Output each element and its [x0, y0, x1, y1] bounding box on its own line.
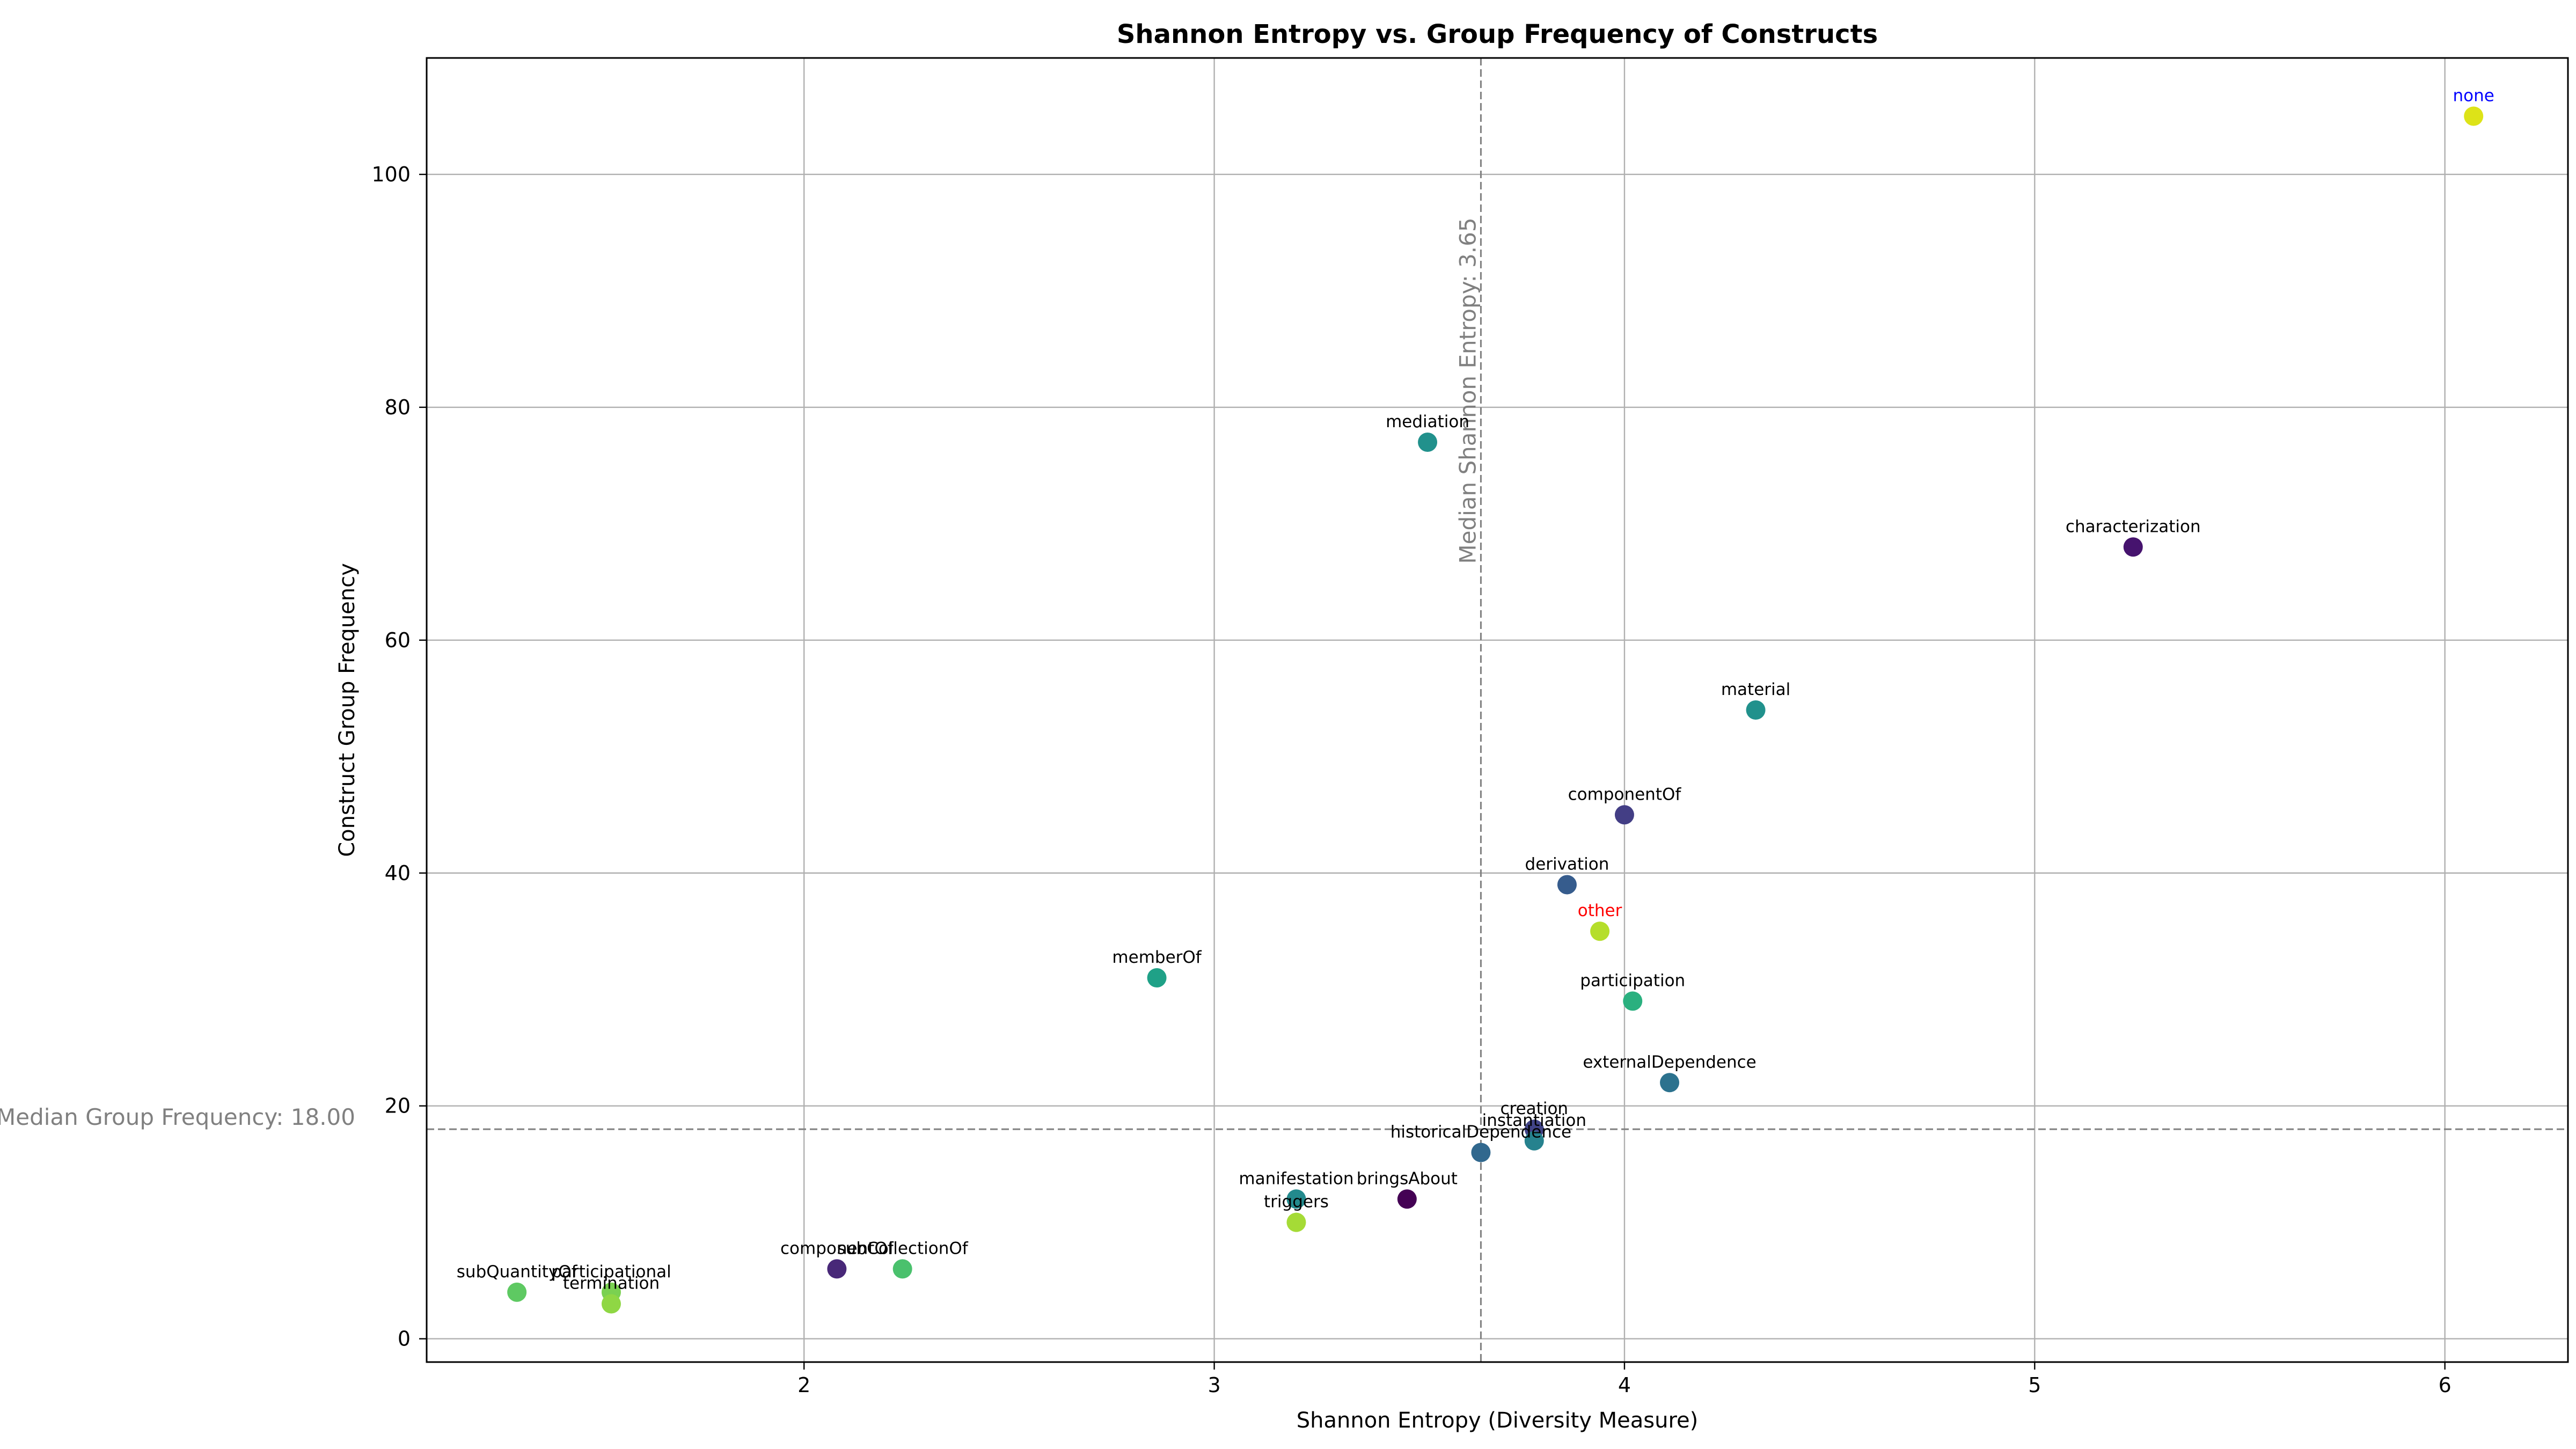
- x-tick-label: 4: [1618, 1373, 1631, 1397]
- x-tick-label: 5: [2028, 1373, 2041, 1397]
- point-label: creation: [1501, 1099, 1569, 1118]
- y-tick-label: 0: [398, 1327, 411, 1351]
- data-point: [1623, 991, 1643, 1011]
- point-label: instantiation: [1482, 1111, 1586, 1130]
- data-point: [507, 1282, 527, 1302]
- point-label: manifestation: [1239, 1169, 1353, 1188]
- median-lines: Median Shannon Entropy: 3.65 Median Group…: [0, 58, 2568, 1362]
- point-label: subCollectionOf: [837, 1239, 969, 1258]
- data-point: [1590, 921, 1610, 941]
- y-tick-label: 80: [385, 396, 411, 419]
- chart-title: Shannon Entropy vs. Group Frequency of C…: [1117, 19, 1878, 49]
- y-tick-label: 20: [385, 1094, 411, 1118]
- data-point: [601, 1294, 621, 1314]
- x-axis-ticks: 2 3 4 5 6: [797, 1362, 2451, 1397]
- data-point: [1418, 432, 1438, 452]
- grid-lines: [427, 58, 2568, 1362]
- data-point: [1557, 875, 1577, 895]
- point-label: other: [1578, 901, 1622, 920]
- point-label: componentOf: [1568, 785, 1682, 804]
- point-label: material: [1721, 680, 1790, 699]
- x-tick-label: 6: [2439, 1373, 2451, 1397]
- y-tick-label: 40: [385, 861, 411, 885]
- median-frequency-label: Median Group Frequency: 18.00: [0, 1104, 355, 1130]
- x-tick-label: 3: [1208, 1373, 1220, 1397]
- point-labels: none characterization mediation material com…: [457, 86, 2494, 1293]
- point-label: subQuantityOf: [457, 1262, 578, 1282]
- data-point: [2123, 537, 2143, 557]
- data-point: [2464, 106, 2484, 126]
- point-label: externalDependence: [1583, 1052, 1756, 1072]
- point-label: historicalDependence: [1391, 1122, 1571, 1141]
- median-entropy-label: Median Shannon Entropy: 3.65: [1454, 217, 1481, 564]
- point-label: characterization: [2066, 517, 2201, 536]
- data-point: [1286, 1212, 1306, 1232]
- point-label: componentOf: [780, 1239, 894, 1258]
- data-point: [1746, 700, 1766, 720]
- data-point: [1660, 1073, 1680, 1093]
- data-point: [1286, 1189, 1306, 1209]
- y-tick-label: 60: [385, 628, 411, 652]
- point-label: derivation: [1525, 854, 1609, 874]
- point-label: memberOf: [1112, 948, 1202, 967]
- x-axis-label: Shannon Entropy (Diversity Measure): [1297, 1408, 1699, 1433]
- data-point: [827, 1259, 847, 1279]
- data-point: [1471, 1143, 1491, 1162]
- plot-frame: [426, 57, 2569, 1363]
- point-label: termination: [563, 1274, 660, 1293]
- y-axis-label: Construct Group Frequency: [335, 563, 360, 857]
- data-point: [892, 1259, 912, 1279]
- data-point: [1614, 805, 1634, 825]
- point-label: triggers: [1264, 1192, 1329, 1212]
- data-point: [1524, 1131, 1544, 1151]
- data-point: [1147, 968, 1167, 988]
- x-tick-label: 2: [797, 1373, 810, 1397]
- point-label: mediation: [1386, 412, 1469, 431]
- y-axis-ticks: 0 20 40 60 80 100: [371, 163, 427, 1351]
- data-point: [1397, 1189, 1417, 1209]
- y-tick-label: 100: [371, 163, 411, 186]
- point-label: participational: [551, 1262, 671, 1282]
- point-label: bringsAbout: [1357, 1169, 1458, 1188]
- point-label: participation: [1580, 971, 1685, 990]
- point-label: none: [2453, 86, 2494, 105]
- data-points: [507, 106, 2484, 1314]
